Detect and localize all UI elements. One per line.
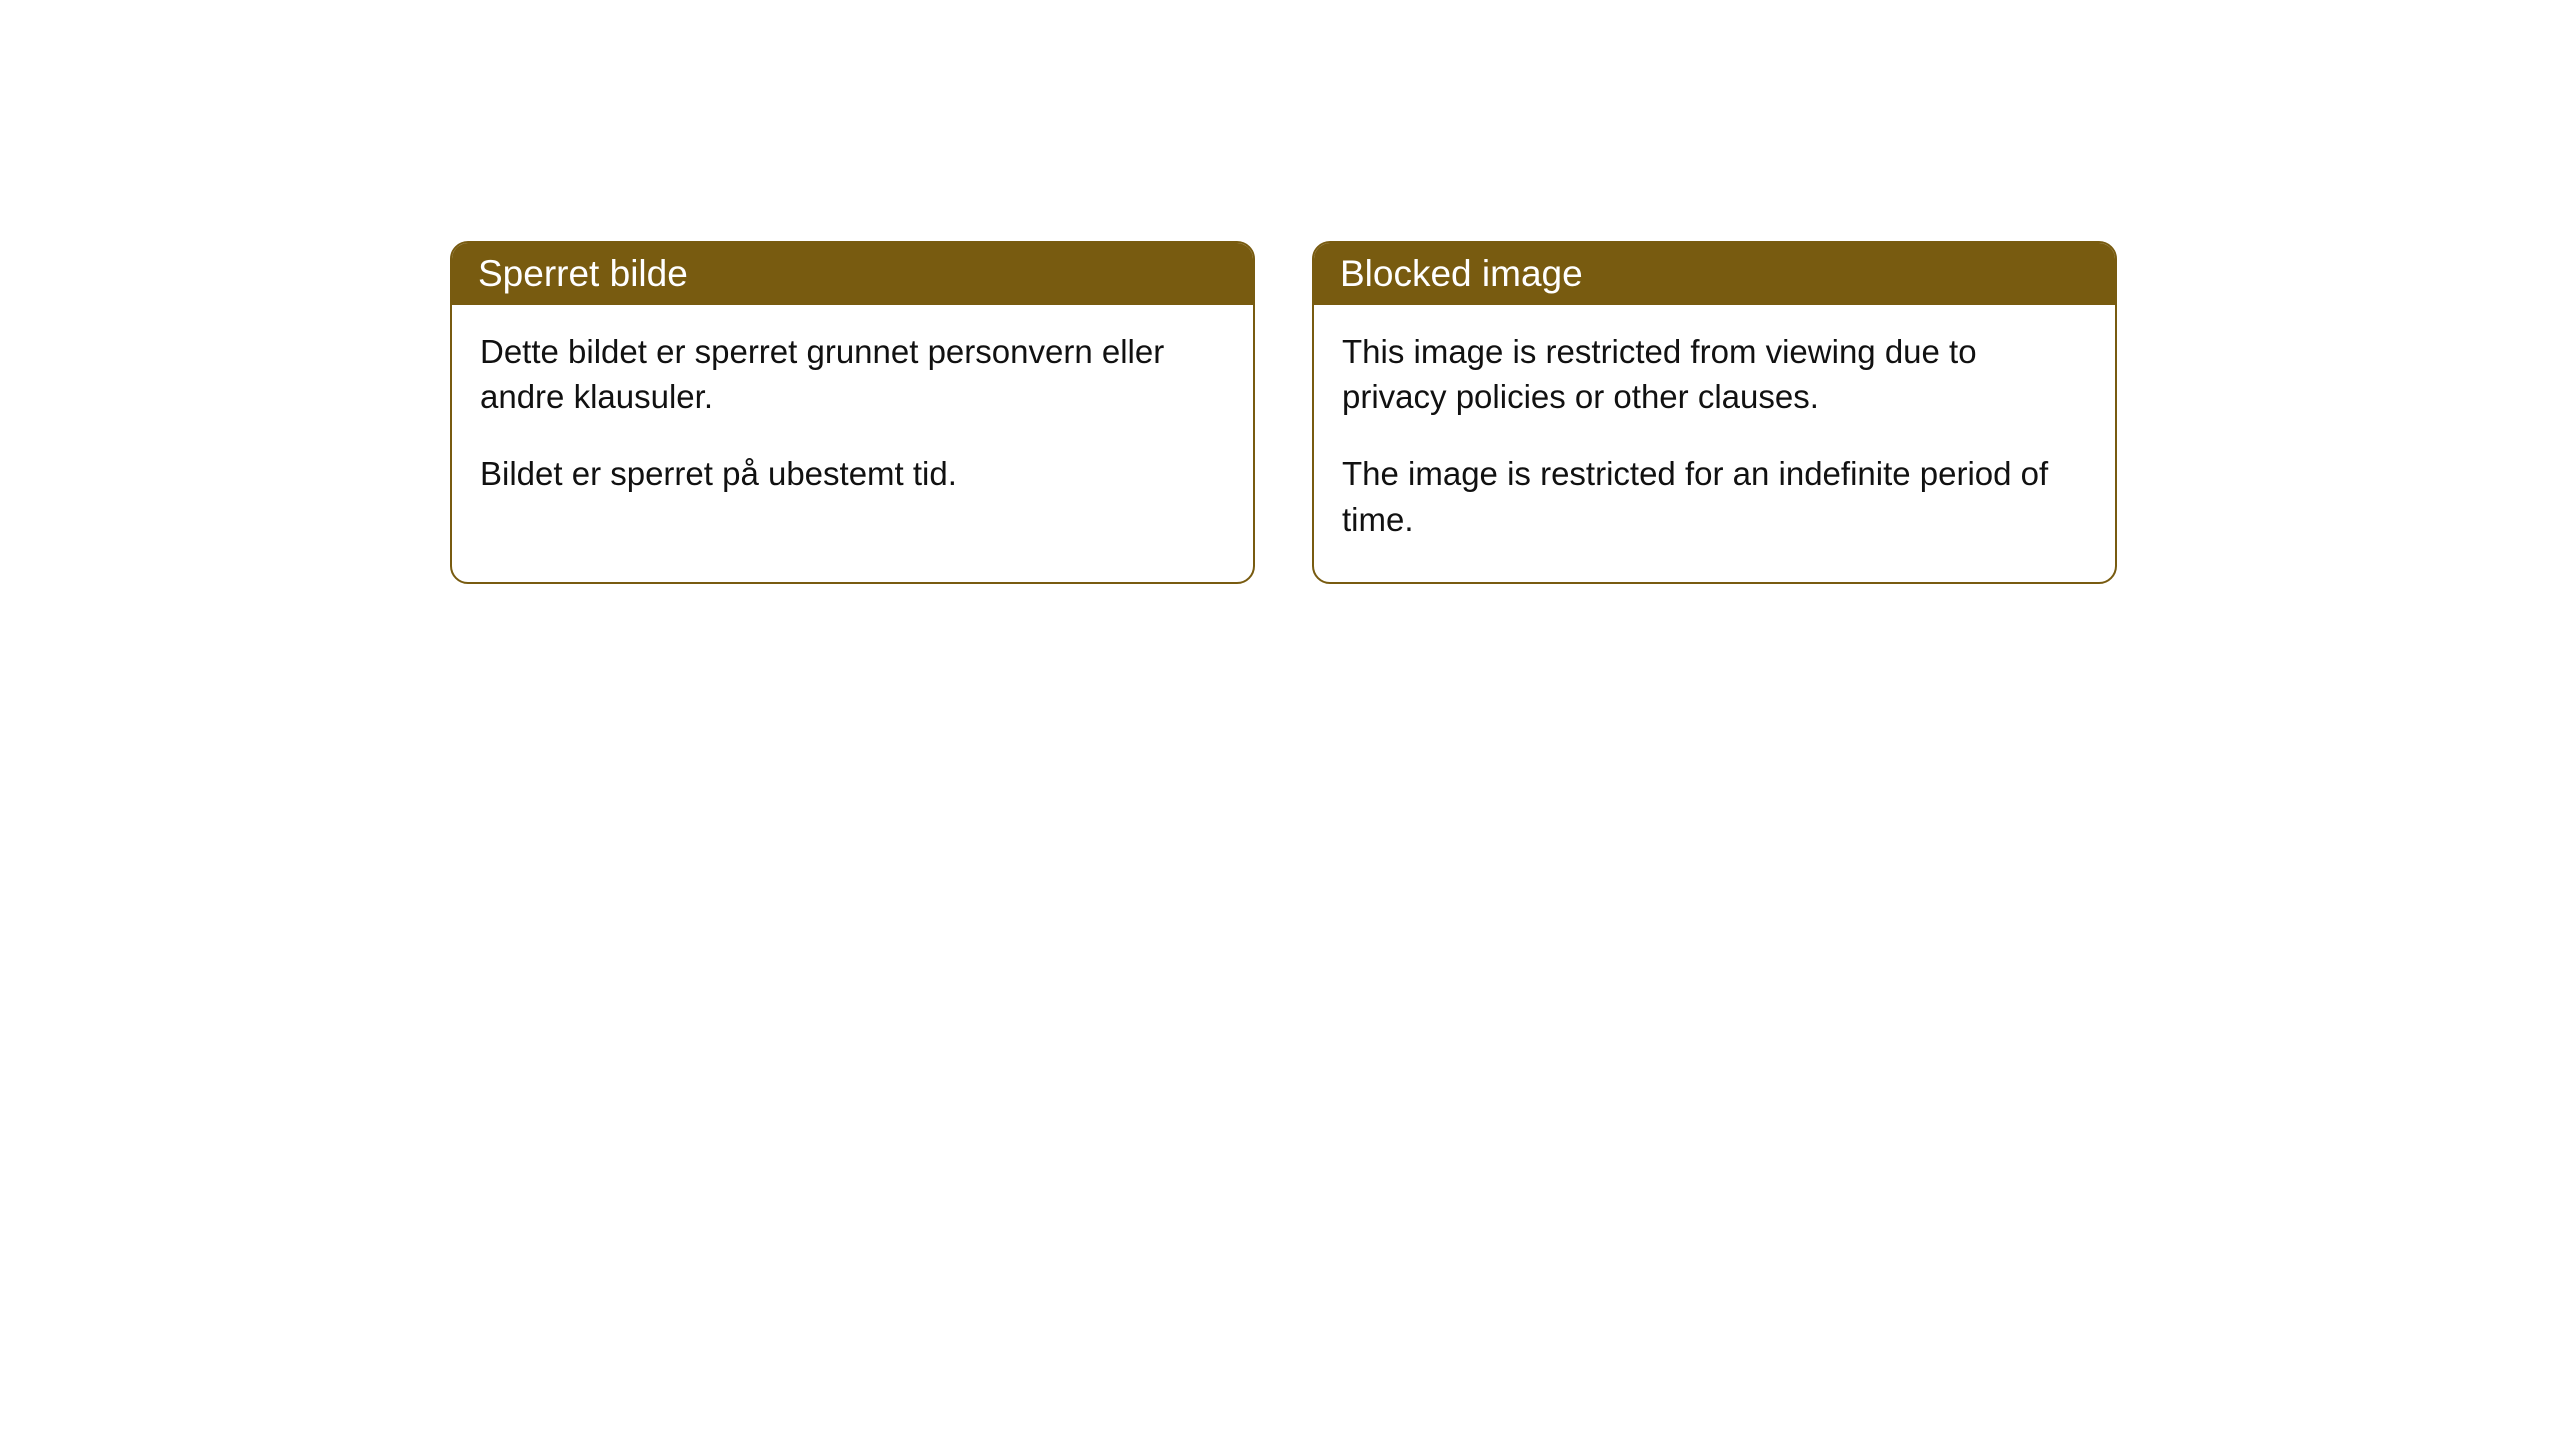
card-header-norwegian: Sperret bilde — [452, 243, 1253, 305]
notice-container: Sperret bilde Dette bildet er sperret gr… — [0, 0, 2560, 584]
card-body-english: This image is restricted from viewing du… — [1314, 305, 2115, 582]
card-paragraph-2-norwegian: Bildet er sperret på ubestemt tid. — [480, 451, 1225, 496]
card-body-norwegian: Dette bildet er sperret grunnet personve… — [452, 305, 1253, 537]
notice-card-english: Blocked image This image is restricted f… — [1312, 241, 2117, 584]
card-header-english: Blocked image — [1314, 243, 2115, 305]
card-paragraph-2-english: The image is restricted for an indefinit… — [1342, 451, 2087, 541]
notice-card-norwegian: Sperret bilde Dette bildet er sperret gr… — [450, 241, 1255, 584]
card-paragraph-1-english: This image is restricted from viewing du… — [1342, 329, 2087, 419]
card-title-norwegian: Sperret bilde — [478, 253, 688, 294]
card-title-english: Blocked image — [1340, 253, 1583, 294]
card-paragraph-1-norwegian: Dette bildet er sperret grunnet personve… — [480, 329, 1225, 419]
